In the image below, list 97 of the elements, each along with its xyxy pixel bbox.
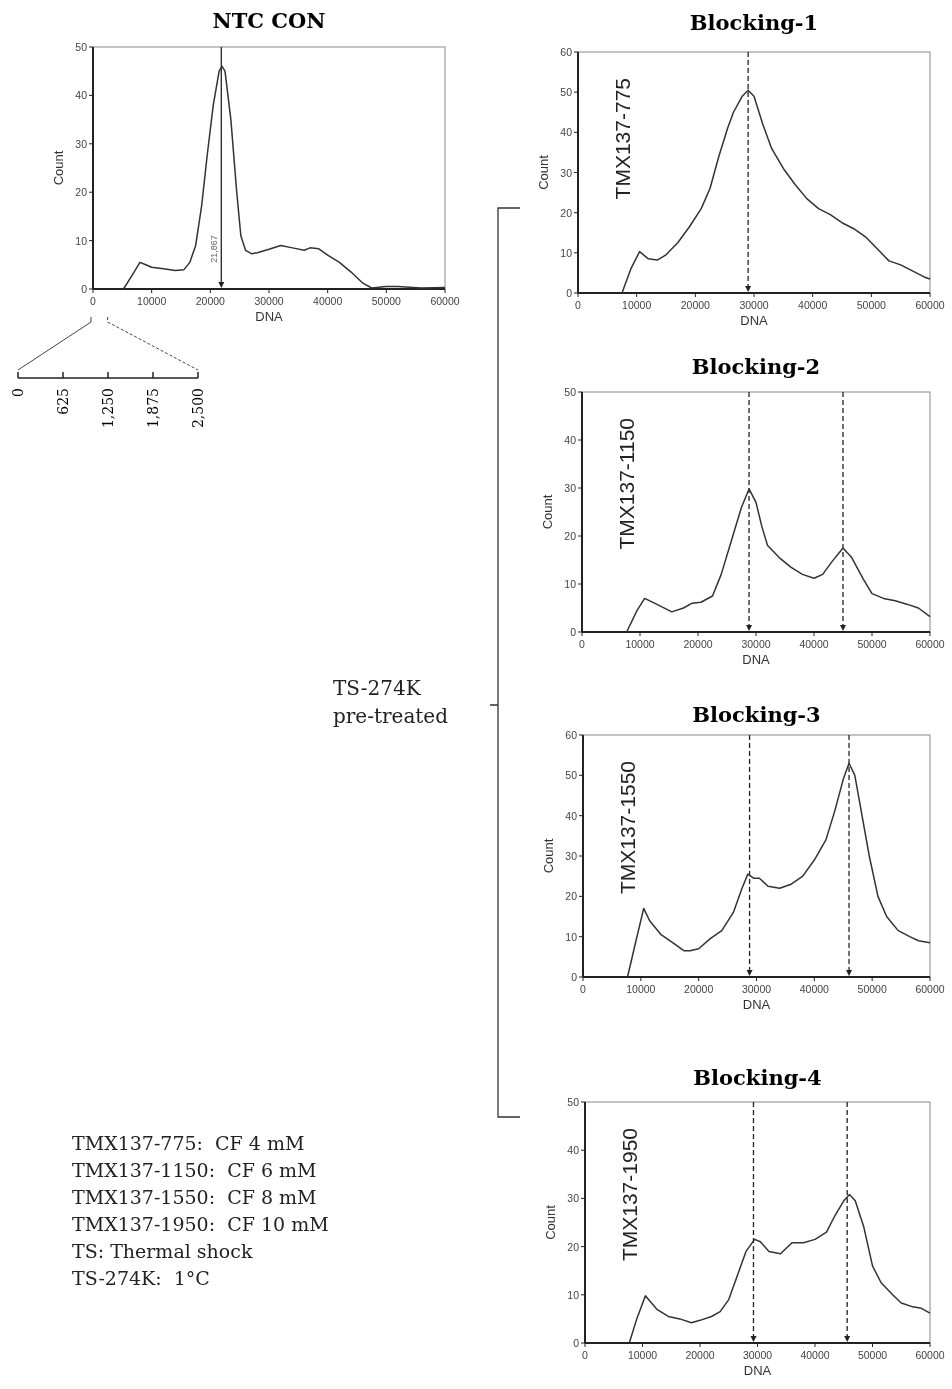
x-tick-label: 10000 xyxy=(627,1349,658,1361)
x-axis-title: DNA xyxy=(742,997,771,1012)
y-tick-label: 30 xyxy=(565,850,578,862)
text: TMX137-775: CF 4 mM xyxy=(72,1132,305,1154)
x-tick-label: 0 xyxy=(90,295,97,307)
chart-title: NTC CON xyxy=(212,8,326,33)
annotation: TMX137-1550 xyxy=(616,761,639,895)
x-tick-label: 50000 xyxy=(856,299,887,311)
x-tick-label: 50000 xyxy=(857,1349,888,1361)
y-tick-label: 20 xyxy=(560,206,573,219)
x-tick-label: 60000 xyxy=(915,983,945,995)
x2-tick-label: 1,250 xyxy=(100,388,116,429)
y-tick-label: 0 xyxy=(571,971,578,983)
y-tick-label: 20 xyxy=(565,890,578,903)
y-tick-label: 0 xyxy=(81,283,88,295)
text: TS-274K: 1°C xyxy=(72,1267,210,1289)
x-tick-label: 30000 xyxy=(739,299,769,311)
y-tick-label: 50 xyxy=(565,769,578,782)
y-tick-label: 40 xyxy=(564,434,577,446)
x-axis-title: DNA xyxy=(742,652,771,667)
x-tick-label: 40000 xyxy=(799,983,830,995)
y-tick-label: 40 xyxy=(75,89,88,102)
x-tick-label: 10000 xyxy=(622,299,652,311)
x-tick-label: 30000 xyxy=(254,295,284,307)
x-tick-label: 60000 xyxy=(915,299,945,311)
y-tick-label: 10 xyxy=(560,246,573,259)
ref-line-label: 21,867 xyxy=(209,235,220,263)
y-tick-label: 50 xyxy=(560,86,573,99)
x-tick-label: 60000 xyxy=(430,295,460,307)
chart-title: Blocking-1 xyxy=(689,10,819,35)
text: TMX137-1150: CF 6 mM xyxy=(72,1159,317,1181)
x-tick-label: 50000 xyxy=(857,983,887,995)
y-tick-label: 30 xyxy=(560,166,573,179)
text: TS-274K pre-treated xyxy=(333,676,449,728)
x2-tick-label: 2,500 xyxy=(190,388,206,429)
x2-tick-label: 1,875 xyxy=(145,388,161,429)
y-tick-label: 60 xyxy=(565,729,578,741)
x-tick-label: 50000 xyxy=(371,295,402,307)
y-tick-label: 10 xyxy=(565,930,578,943)
x-tick-label: 10000 xyxy=(625,638,655,650)
x-axis-title: DNA xyxy=(255,309,284,324)
y-tick-label: 30 xyxy=(567,1192,580,1205)
y-tick-label: 50 xyxy=(567,1096,580,1108)
x-axis-title: DNA xyxy=(743,1363,772,1378)
x-tick-label: 60000 xyxy=(915,638,945,650)
y-axis-title: Count xyxy=(540,494,555,530)
x-tick-label: 40000 xyxy=(313,295,343,307)
x-tick-label: 40000 xyxy=(799,638,829,650)
line-series xyxy=(122,65,446,290)
y-tick-label: 10 xyxy=(567,1288,580,1301)
text: TMX137-1950: CF 10 mM xyxy=(72,1213,329,1235)
x-tick-label: 40000 xyxy=(798,299,828,311)
x-tick-label: 30000 xyxy=(742,1349,773,1361)
y-tick-label: 20 xyxy=(567,1240,580,1253)
x-tick-label: 40000 xyxy=(800,1349,830,1361)
text: TS: Thermal shock xyxy=(72,1240,253,1262)
x-tick-label: 20000 xyxy=(683,638,713,650)
annotation: TMX137-775 xyxy=(611,78,634,200)
x-tick-label: 20000 xyxy=(680,299,711,311)
y-tick-label: 40 xyxy=(560,126,573,139)
x-tick-label: 20000 xyxy=(684,983,714,995)
y-tick-label: 50 xyxy=(564,386,577,398)
annotation: TMX137-1150 xyxy=(615,418,638,550)
x-tick-label: 30000 xyxy=(741,983,772,995)
y-tick-label: 0 xyxy=(566,287,573,299)
y-tick-label: 30 xyxy=(564,482,577,494)
y-axis-title: Count xyxy=(541,838,556,874)
y-tick-label: 40 xyxy=(565,809,578,822)
x-tick-label: 20000 xyxy=(195,295,226,307)
x-tick-label: 0 xyxy=(582,1349,589,1361)
x2-tick-label: 0 xyxy=(10,388,26,397)
text: TMX137-1550: CF 8 mM xyxy=(72,1186,317,1208)
x2-tick-label: 625 xyxy=(55,388,71,415)
y-tick-label: 60 xyxy=(560,46,573,58)
y-tick-label: 0 xyxy=(573,1337,580,1349)
x-tick-label: 30000 xyxy=(741,638,771,650)
y-tick-label: 50 xyxy=(75,41,88,53)
x-axis-title: DNA xyxy=(740,313,769,328)
x-tick-label: 10000 xyxy=(137,295,167,307)
y-tick-label: 0 xyxy=(570,626,577,638)
x-tick-label: 50000 xyxy=(857,638,887,650)
y-tick-label: 20 xyxy=(564,530,577,542)
y-tick-label: 10 xyxy=(564,578,577,590)
annotation: TMX137-1950 xyxy=(618,1128,641,1262)
chart-title: Blocking-3 xyxy=(692,702,821,727)
y-axis-title: Count xyxy=(51,150,66,186)
y-tick-label: 20 xyxy=(75,186,88,199)
y-tick-label: 40 xyxy=(567,1144,580,1157)
chart-title: Blocking-4 xyxy=(693,1065,822,1090)
chart-title: Blocking-2 xyxy=(691,354,821,379)
x-tick-label: 10000 xyxy=(626,983,656,995)
y-axis-title: Count xyxy=(543,1204,558,1240)
y-axis-title: Count xyxy=(536,154,551,190)
x-tick-label: 60000 xyxy=(915,1349,945,1361)
y-tick-label: 30 xyxy=(75,137,88,150)
y-tick-label: 10 xyxy=(75,234,88,247)
x-tick-label: 20000 xyxy=(685,1349,715,1361)
